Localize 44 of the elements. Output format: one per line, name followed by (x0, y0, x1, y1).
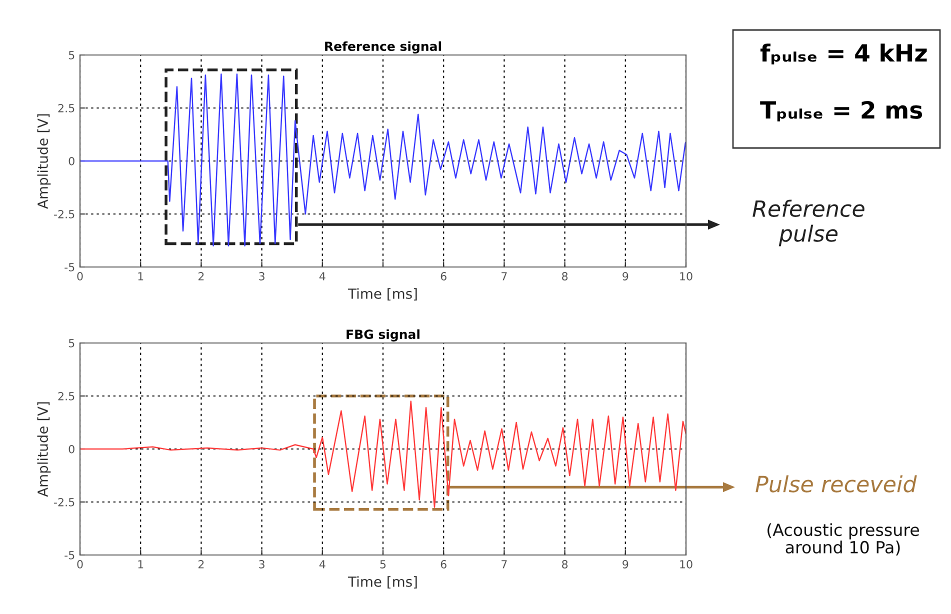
y-axis-title: Amplitude [V] (37, 114, 51, 209)
x-tick-label: 6 (440, 272, 446, 280)
x-tick-label: 2 (198, 272, 204, 280)
x-tick-label: 4 (319, 560, 326, 568)
y-tick-label: -2.5 (54, 210, 74, 218)
x-tick-label: 3 (259, 560, 264, 568)
x-tick-label: 7 (502, 272, 507, 280)
y-tick-label: -2.5 (54, 498, 74, 506)
line-series (80, 400, 686, 508)
y-tick-label: 5 (68, 51, 74, 60)
x-tick-label: 5 (380, 560, 386, 568)
text: Pulse receveid (756, 475, 917, 492)
x-tick-label: 1 (138, 272, 144, 280)
x-tick-label: 0 (77, 560, 83, 568)
x-tick-label: 0 (77, 272, 83, 280)
x-tick-label: 10 (680, 272, 692, 280)
x-axis-title: Time [ms] (348, 288, 417, 301)
x-tick-label: 6 (440, 560, 446, 568)
text: fₚᵤₗₛₑ = 4 kHz (760, 44, 927, 64)
y-tick-label: 0 (68, 156, 74, 166)
line-series (80, 73, 686, 246)
x-tick-label: 9 (622, 272, 628, 280)
text: Reference pulse (752, 200, 864, 246)
x-tick-label: 8 (562, 272, 568, 280)
x-tick-label: 10 (680, 560, 692, 568)
x-tick-label: 3 (259, 272, 264, 280)
x-tick-label: 7 (502, 560, 507, 568)
y-tick-label: 5 (68, 339, 74, 348)
y-tick-label: 2.5 (58, 392, 74, 400)
x-tick-label: 8 (562, 560, 568, 568)
y-tick-label: -5 (64, 263, 74, 272)
y-tick-label: 2.5 (58, 104, 74, 112)
y-tick-label: -5 (64, 551, 74, 560)
text: (Acoustic pressure around 10 Pa) (768, 523, 920, 556)
chart-title: FBG signal (346, 329, 420, 342)
x-tick-label: 2 (198, 560, 204, 568)
x-tick-label: 9 (622, 560, 628, 568)
x-tick-label: 1 (138, 560, 144, 568)
y-tick-label: 0 (68, 444, 74, 454)
x-tick-label: 4 (319, 272, 326, 280)
x-axis-title: Time [ms] (348, 576, 417, 589)
y-axis-title: Amplitude [V] (37, 402, 51, 497)
chart-title: Reference signal (325, 41, 441, 54)
text: Tₚᵤₗₛₑ = 2 ms (760, 100, 922, 122)
